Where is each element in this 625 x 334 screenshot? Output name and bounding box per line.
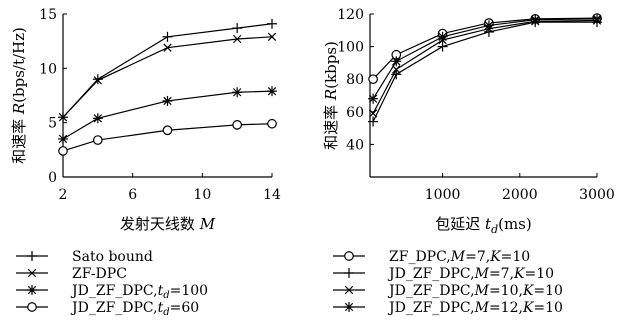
series-star: [368, 13, 602, 104]
data-point-plus: [437, 41, 448, 52]
y-tick-label: 0: [48, 170, 57, 186]
legend-item: ZF_DPC,M=7,K=10: [333, 249, 530, 265]
x-tick-label: 14: [263, 187, 281, 203]
legend-label: JD_ZF_DPC,td=100: [70, 283, 208, 301]
y-tick-label: 40: [346, 137, 364, 153]
data-point-star: [368, 93, 379, 104]
legend-label: JD_ZF_DPC,M=12,K=10: [387, 300, 563, 316]
data-point-cross: [163, 43, 172, 52]
y-tick-label: 120: [337, 7, 364, 23]
data-point-cross: [267, 32, 277, 41]
legend-label: JD_ZF_DPC,M=10,K=10: [387, 283, 563, 299]
x-tick-label: 2000: [502, 187, 538, 203]
data-point-star: [530, 14, 541, 25]
data-point-cross: [58, 113, 68, 122]
data-point-star: [92, 113, 103, 124]
data-point-circle: [92, 135, 103, 145]
legend-left: Sato boundZF-DPCJD_ZF_DPC,td=100JD_ZF_DP…: [16, 249, 208, 318]
x-axis-label: 发射天线数 M: [120, 215, 216, 233]
legend-marker-plus: [27, 251, 37, 261]
y-tick-label: 15: [39, 7, 57, 23]
series-plus: [368, 17, 602, 127]
data-point-star: [58, 133, 68, 144]
series-line: [372, 18, 598, 100]
series-cross: [368, 16, 602, 118]
series-plus: [58, 18, 277, 123]
data-point-star: [437, 31, 448, 42]
legend-item: JD_ZF_DPC,M=7,K=10: [333, 266, 554, 282]
data-point-plus: [162, 31, 173, 42]
x-tick-label: 10: [193, 187, 211, 203]
legend-marker-cross: [27, 268, 37, 278]
legend-marker-circle: [344, 251, 354, 261]
y-axis-label: 和速率 R(kbps): [322, 41, 340, 150]
data-point-circle: [232, 119, 243, 130]
legend-item: JD_ZF_DPC,M=12,K=10: [333, 300, 563, 316]
legend-marker-star: [344, 302, 354, 312]
x-tick-label: 1000: [425, 187, 461, 203]
x-axis-label: 包延迟 td(ms): [435, 215, 532, 236]
data-point-circle: [267, 118, 277, 129]
data-point-star: [162, 95, 173, 106]
data-point-cross: [232, 34, 242, 44]
data-point-cross: [392, 65, 401, 74]
data-point-star: [267, 86, 277, 97]
legend-right: ZF_DPC,M=7,K=10JD_ZF_DPC,M=7,K=10JD_ZF_D…: [333, 249, 563, 316]
legend-label: Sato bound: [72, 249, 153, 265]
y-tick-label: 10: [39, 61, 57, 77]
y-tick-label: 5: [48, 116, 57, 132]
chart-sum-rate-vs-antennas: 0 5 10 15 2 6 10 14 发射天线数 M 和速率 R(bps/t/Hz): [10, 7, 281, 233]
x-tick-label: 6: [128, 187, 137, 203]
legend-marker-cross: [344, 285, 354, 295]
data-point-plus: [232, 23, 243, 34]
x-tick-label: 3000: [579, 187, 615, 203]
data-point-star: [232, 87, 243, 98]
data-point-cross: [93, 76, 103, 85]
series-line: [372, 21, 597, 122]
series-line: [372, 17, 598, 80]
data-point-star: [483, 20, 494, 31]
y-tick-label: 100: [337, 40, 364, 56]
legend-item: JD_ZF_DPC,M=10,K=10: [333, 283, 563, 299]
data-point-plus: [267, 18, 277, 29]
legend-label: ZF-DPC: [72, 266, 127, 282]
legend-item: ZF-DPC: [16, 266, 127, 282]
legend-marker-circle: [27, 302, 37, 312]
legend-marker-star: [27, 285, 37, 295]
y-axis-label: 和速率 R(bps/t/Hz): [10, 27, 28, 164]
data-point-plus: [391, 69, 402, 80]
data-point-circle: [58, 146, 68, 156]
series-star: [58, 86, 277, 144]
data-point-circle: [368, 74, 378, 85]
data-point-plus: [368, 116, 379, 127]
x-tick-label: 2: [59, 187, 68, 203]
series-line: [372, 19, 598, 114]
y-tick-label: 80: [346, 72, 364, 88]
legend-item: Sato bound: [16, 249, 153, 265]
data-point-star: [592, 13, 602, 24]
data-point-circle: [162, 125, 173, 136]
chart-sum-rate-vs-delay: 40 60 80 100 120 1000 2000 3000 包延迟 td(ms) 和速率 R(…: [322, 7, 615, 236]
data-point-star: [391, 56, 402, 67]
legend-marker-plus: [344, 268, 354, 278]
legend-label: ZF_DPC,M=7,K=10: [389, 249, 530, 265]
legend-item: JD_ZF_DPC,td=100: [16, 283, 208, 301]
legend-item: JD_ZF_DPC,td=60: [16, 300, 199, 318]
legend-label: JD_ZF_DPC,td=60: [70, 300, 199, 318]
series-circle: [368, 13, 602, 85]
legend-label: JD_ZF_DPC,M=7,K=10: [387, 266, 554, 282]
y-tick-label: 60: [346, 105, 364, 121]
data-point-cross: [368, 109, 378, 118]
series-circle: [58, 118, 277, 156]
series-cross: [58, 32, 277, 122]
